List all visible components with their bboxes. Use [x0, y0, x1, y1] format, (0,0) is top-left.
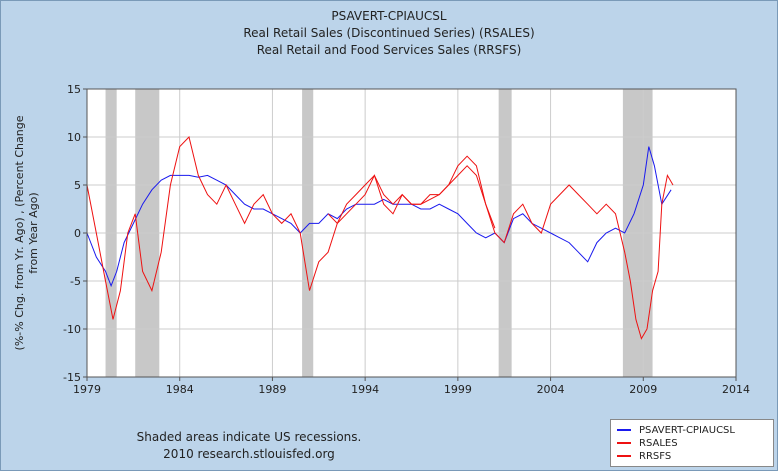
legend-swatch	[617, 455, 631, 457]
x-tick-label: 1979	[73, 383, 101, 396]
legend-item-rrsfs: RRSFS	[617, 450, 671, 463]
x-tick-label: 1994	[351, 383, 379, 396]
y-axis-ticks: 15 10 5 0 -5 -10 -15	[63, 83, 87, 384]
chart-title-line-2: Real Retail Sales (Discontinued Series) …	[243, 26, 535, 40]
legend-swatch	[617, 429, 631, 431]
series-lines	[86, 136, 674, 340]
x-tick-label: 2014	[722, 383, 750, 396]
y-tick-label: -5	[70, 275, 81, 288]
x-tick-label: 1999	[444, 383, 472, 396]
series-line-psavert-cpiaucsl	[86, 146, 672, 288]
chart-title-line-1: PSAVERT-CPIAUCSL	[331, 9, 447, 23]
series-line-rrsfs	[327, 155, 674, 340]
y-tick-label: -15	[63, 371, 81, 384]
y-tick-label: 5	[74, 179, 81, 192]
legend-item-rsales: RSALES	[617, 437, 678, 450]
y-axis-label-line-1: (%-% Chg. from Yr. Ago) , (Percent Chang…	[13, 115, 26, 350]
y-tick-label: 10	[67, 131, 81, 144]
x-tick-label: 2009	[629, 383, 657, 396]
x-tick-label: 1984	[166, 383, 194, 396]
recession-footnote: Shaded areas indicate US recessions.	[136, 430, 362, 444]
legend-item-psavert: PSAVERT-CPIAUCSL	[617, 424, 735, 437]
legend-swatch	[617, 442, 631, 444]
x-tick-label: 2004	[537, 383, 565, 396]
y-axis-label-line-2: from Year Ago)	[27, 192, 40, 273]
y-tick-label: -10	[63, 323, 81, 336]
y-tick-label: 0	[74, 227, 81, 240]
chart-legend: PSAVERT-CPIAUCSL RSALES RRSFS	[610, 419, 774, 467]
y-axis-label: (%-% Chg. from Yr. Ago) , (Percent Chang…	[13, 115, 40, 350]
series-line-rsales	[86, 136, 496, 320]
x-tick-label: 1989	[258, 383, 286, 396]
legend-label: RSALES	[639, 438, 678, 449]
legend-label: RRSFS	[639, 451, 672, 462]
legend-label: PSAVERT-CPIAUCSL	[639, 425, 735, 436]
chart-title-line-3: Real Retail and Food Services Sales (RRS…	[256, 43, 522, 57]
source-footnote: 2010 research.stlouisfed.org	[163, 447, 335, 461]
y-tick-label: 15	[67, 83, 81, 96]
x-axis-ticks: 1979 1984 1989 1994 1999 2004 2009 2014	[73, 377, 750, 396]
